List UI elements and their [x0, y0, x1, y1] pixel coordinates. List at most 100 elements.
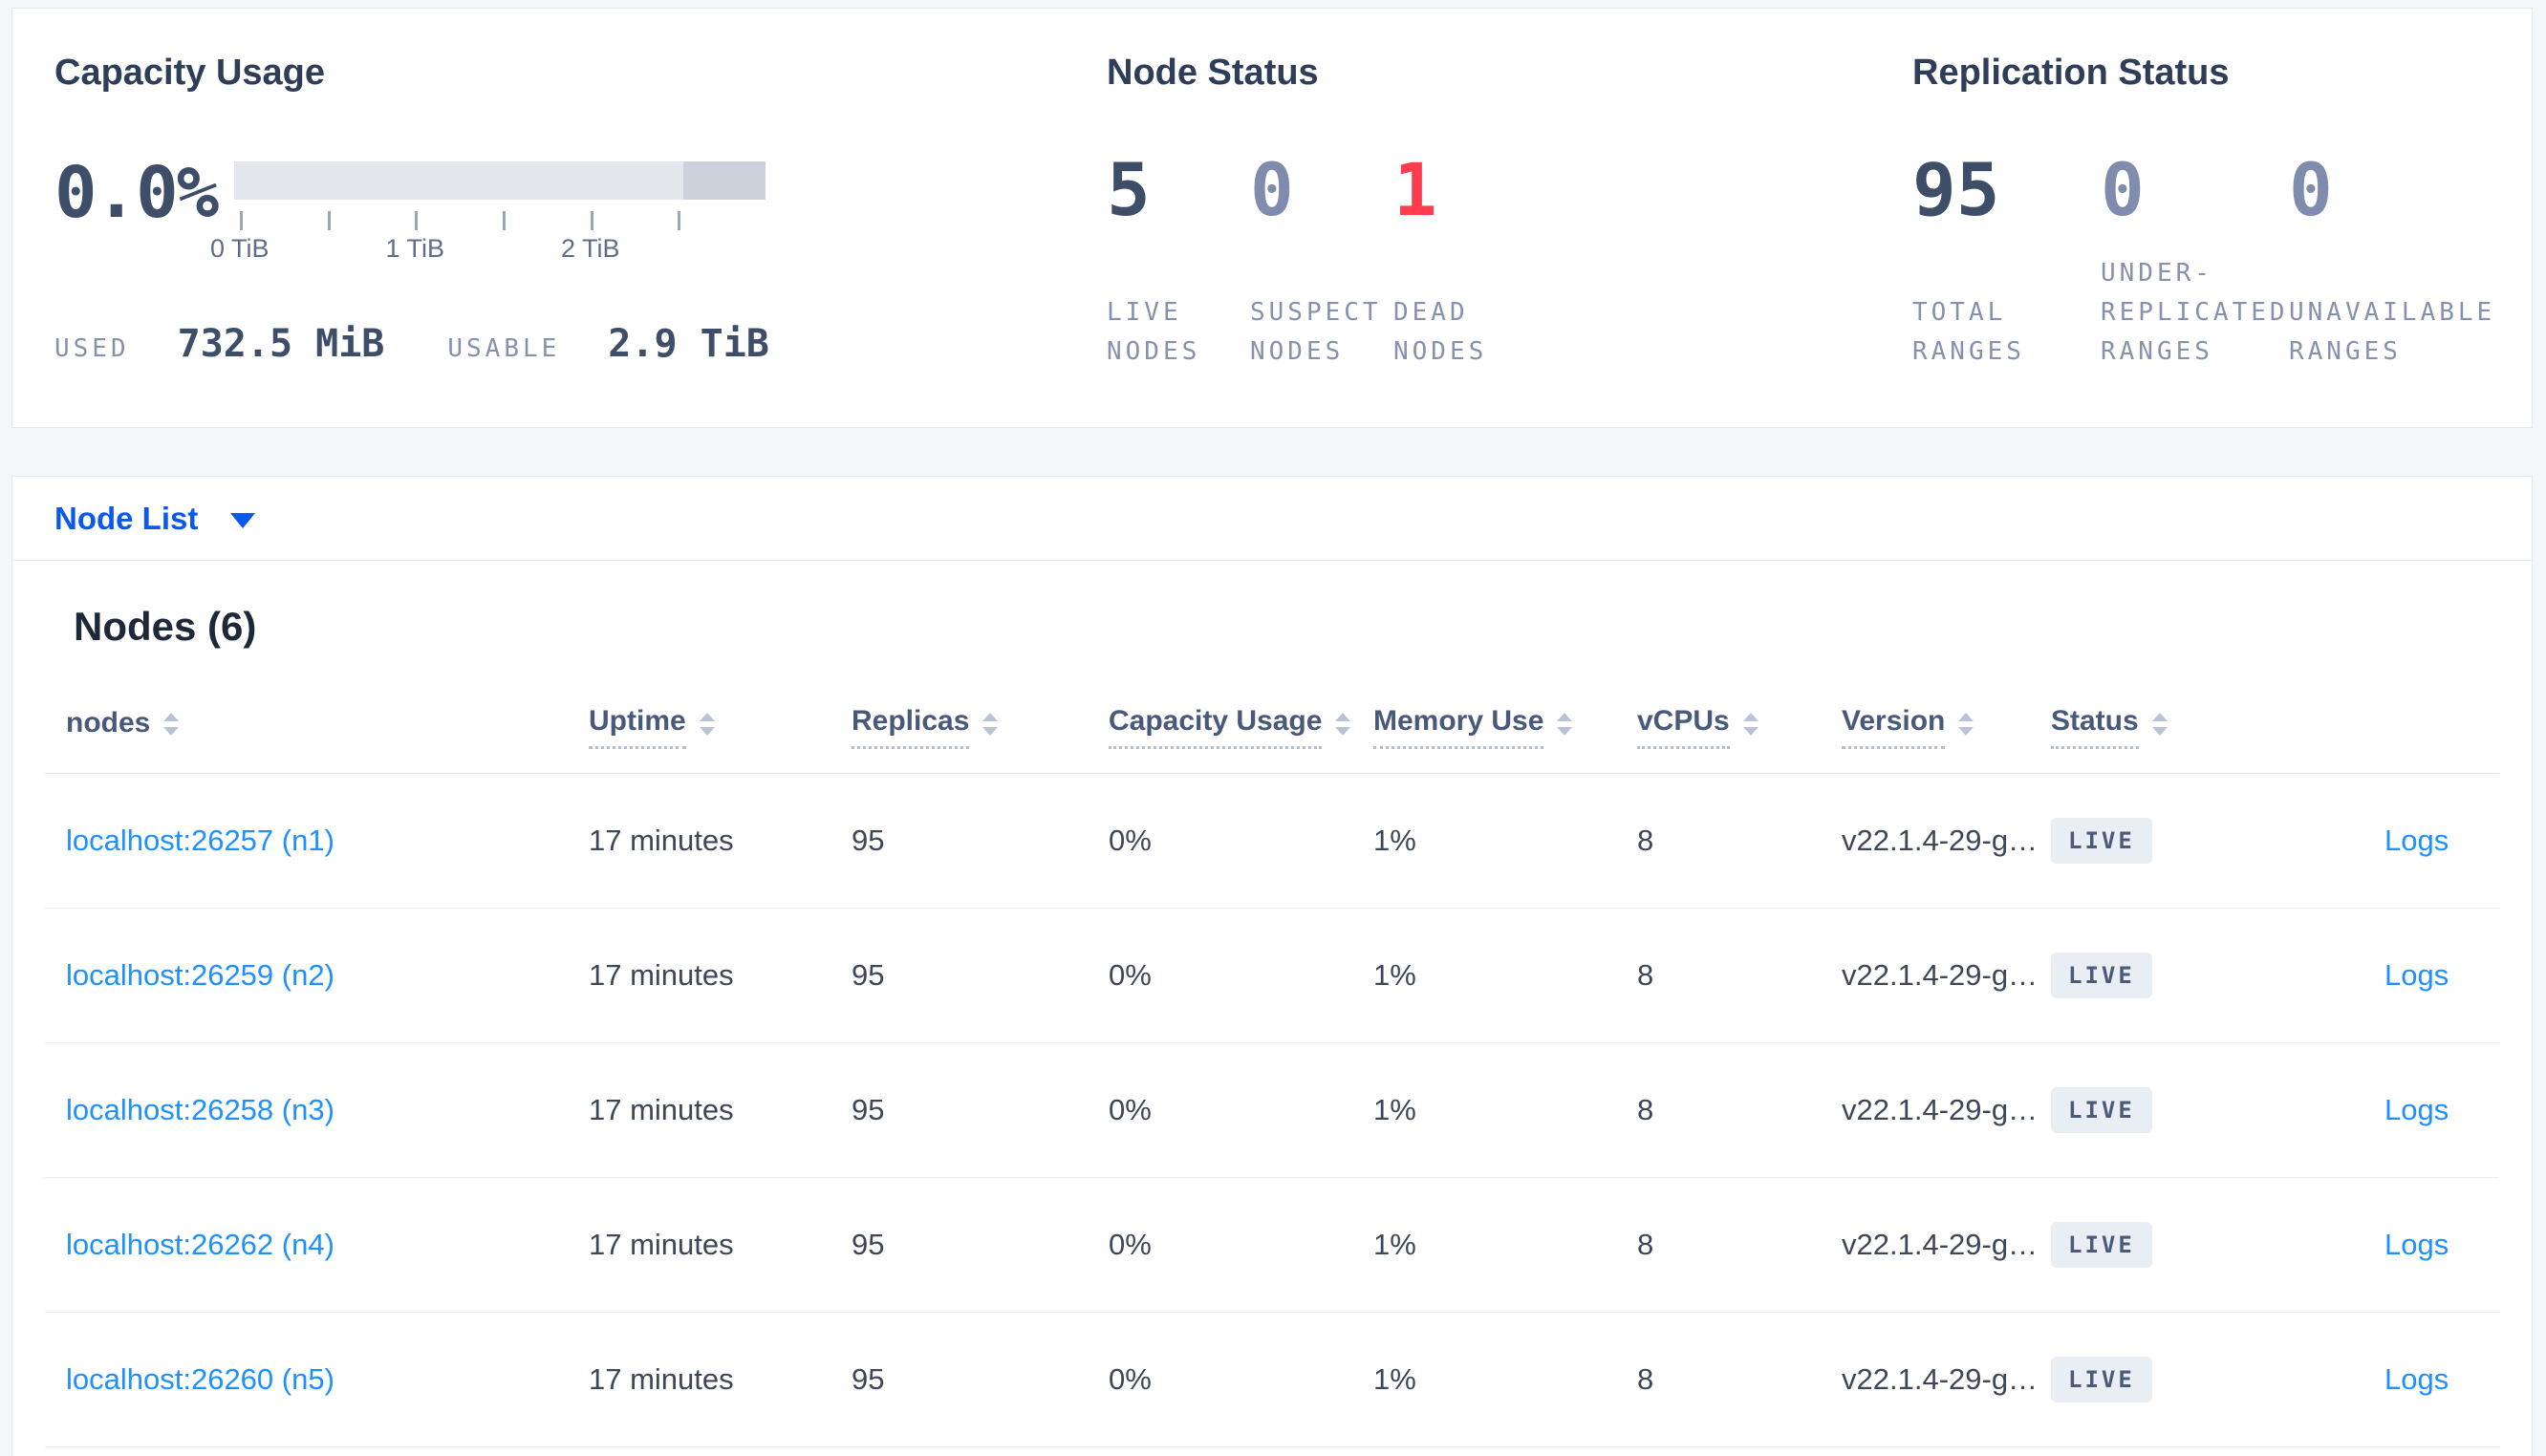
uptime-cell: 17 minutes [589, 824, 734, 857]
dead-nodes-stat: 1 DEAD NODES [1393, 154, 1527, 372]
col-header-label: Version [1842, 705, 1946, 749]
axis-tick [502, 211, 506, 230]
memory-use-cell: 1% [1373, 1362, 1416, 1396]
node-address-link[interactable]: localhost:26257 (n1) [66, 824, 334, 857]
capacity-usage-title: Capacity Usage [54, 53, 326, 93]
node-status-title: Node Status [1107, 53, 1319, 93]
table-row: localhost:26262 (n4) 17 minutes 95 0% 1%… [45, 1178, 2499, 1313]
dead-nodes-label: DEAD NODES [1393, 298, 1488, 366]
capacity-usage-cell: 0% [1109, 1362, 1152, 1396]
status-badge: LIVE [2051, 1087, 2152, 1133]
node-status-section: Node Status 5 LIVE NODES 0 SUSPECT NODES… [1107, 51, 1537, 372]
version-cell: v22.1.4-29-g… [1842, 824, 2039, 857]
version-cell: v22.1.4-29-g… [1842, 1362, 2039, 1396]
col-header-label: Memory Use [1373, 705, 1544, 749]
col-header-capacity-usage[interactable]: Capacity Usage [1109, 705, 1373, 749]
node-list-dropdown-label: Node List [54, 500, 199, 536]
replicas-cell: 95 [852, 1093, 885, 1126]
col-header-version[interactable]: Version [1842, 705, 2051, 749]
logs-link[interactable]: Logs [2384, 1362, 2449, 1396]
cluster-summary-card: Capacity Usage 0.0% 0 TiB 1 TiB 2 TiB [11, 8, 2533, 428]
total-ranges-label: TOTAL RANGES [1912, 298, 2025, 366]
uptime-cell: 17 minutes [589, 1362, 734, 1396]
replicas-cell: 95 [852, 1362, 885, 1396]
memory-use-cell: 1% [1373, 1228, 1416, 1261]
axis-tick-label: 2 TiB [560, 234, 620, 263]
node-address-link[interactable]: localhost:26260 (n5) [66, 1362, 334, 1396]
node-address-link[interactable]: localhost:26259 (n2) [66, 958, 334, 992]
memory-use-cell: 1% [1373, 824, 1416, 857]
sort-icon [982, 713, 999, 736]
vcpus-cell: 8 [1637, 1228, 1654, 1261]
axis-tick [239, 211, 243, 230]
usable-value: 2.9 TiB [608, 322, 769, 366]
usable-label: USABLE [447, 334, 561, 363]
col-header-memory-use[interactable]: Memory Use [1373, 705, 1637, 749]
suspect-nodes-label: SUSPECT NODES [1250, 298, 1382, 366]
live-nodes-label: LIVE NODES [1107, 298, 1201, 366]
capacity-usage-cell: 0% [1109, 824, 1152, 857]
logs-link[interactable]: Logs [2384, 824, 2449, 857]
nodes-table-header-row: nodes Uptime Replicas Capacity Usage Mem… [45, 681, 2499, 774]
nodes-table-area: Nodes (6) nodes Uptime Replicas Capacity… [12, 603, 2532, 1447]
unavailable-ranges-count: 0 [2289, 147, 2333, 232]
col-header-replicas[interactable]: Replicas [852, 705, 1109, 749]
status-badge: LIVE [2051, 1222, 2152, 1268]
total-ranges-stat: 95 TOTAL RANGES [1912, 154, 2089, 372]
capacity-usage-section: Capacity Usage 0.0% 0 TiB 1 TiB 2 TiB [54, 51, 769, 366]
capacity-usage-bar: 0 TiB 1 TiB 2 TiB [210, 161, 766, 263]
nodes-table-title: Nodes (6) [74, 604, 257, 649]
table-row: localhost:26260 (n5) 17 minutes 95 0% 1%… [45, 1313, 2499, 1447]
vcpus-cell: 8 [1637, 824, 1654, 857]
replicas-cell: 95 [852, 1228, 885, 1261]
table-row: localhost:26258 (n3) 17 minutes 95 0% 1%… [45, 1043, 2499, 1178]
col-header-status[interactable]: Status [2051, 705, 2384, 749]
node-list-dropdown[interactable]: Node List [54, 500, 256, 537]
memory-use-cell: 1% [1373, 958, 1416, 992]
axis-tick-label: 1 TiB [385, 234, 445, 263]
live-nodes-count: 5 [1107, 147, 1151, 232]
col-header-label: Capacity Usage [1109, 705, 1323, 749]
nodes-table-body: localhost:26257 (n1) 17 minutes 95 0% 1%… [45, 774, 2499, 1447]
version-cell: v22.1.4-29-g… [1842, 1093, 2039, 1126]
capacity-usage-cell: 0% [1109, 958, 1152, 992]
sort-icon [699, 713, 715, 736]
sort-icon [1557, 713, 1573, 736]
vcpus-cell: 8 [1637, 1362, 1654, 1396]
col-header-vcpus[interactable]: vCPUs [1637, 705, 1842, 749]
view-selector-bar: Node List [12, 477, 2532, 561]
sort-icon [1742, 713, 1758, 736]
unavailable-ranges-label: UNAVAILABLE RANGES [2289, 298, 2496, 366]
uptime-cell: 17 minutes [589, 1093, 734, 1126]
used-label: USED [54, 334, 130, 363]
col-header-label: vCPUs [1637, 705, 1730, 749]
replication-status-section: Replication Status 95 TOTAL RANGES 0 UND… [1912, 51, 2492, 372]
axis-tick-label: 0 TiB [210, 234, 270, 263]
status-badge: LIVE [2051, 1357, 2152, 1402]
node-address-link[interactable]: localhost:26262 (n4) [66, 1228, 334, 1261]
sort-icon [1335, 713, 1351, 736]
vcpus-cell: 8 [1637, 1093, 1654, 1126]
capacity-percent-value: 0.0% [54, 152, 219, 234]
total-ranges-count: 95 [1912, 147, 2000, 232]
col-header-uptime[interactable]: Uptime [589, 705, 852, 749]
memory-use-cell: 1% [1373, 1093, 1416, 1126]
used-value: 732.5 MiB [177, 322, 385, 366]
col-header-label: Status [2051, 705, 2139, 749]
status-badge: LIVE [2051, 818, 2152, 864]
capacity-usage-cell: 0% [1109, 1228, 1152, 1261]
sort-icon [1958, 713, 1974, 736]
logs-link[interactable]: Logs [2384, 1228, 2449, 1261]
sort-icon [2151, 713, 2168, 736]
col-header-label: Replicas [852, 705, 970, 749]
capacity-bar-track [234, 161, 766, 200]
logs-link[interactable]: Logs [2384, 1093, 2449, 1126]
replication-status-title: Replication Status [1912, 53, 2230, 93]
capacity-bar-axis: 0 TiB 1 TiB 2 TiB [210, 200, 766, 263]
col-header-nodes[interactable]: nodes [66, 707, 589, 748]
under-replicated-ranges-label: UNDER-REPLICATED RANGES [2101, 259, 2289, 366]
version-cell: v22.1.4-29-g… [1842, 958, 2039, 992]
node-address-link[interactable]: localhost:26258 (n3) [66, 1093, 334, 1126]
unavailable-ranges-stat: 0 UNAVAILABLE RANGES [2289, 147, 2492, 372]
logs-link[interactable]: Logs [2384, 958, 2449, 992]
